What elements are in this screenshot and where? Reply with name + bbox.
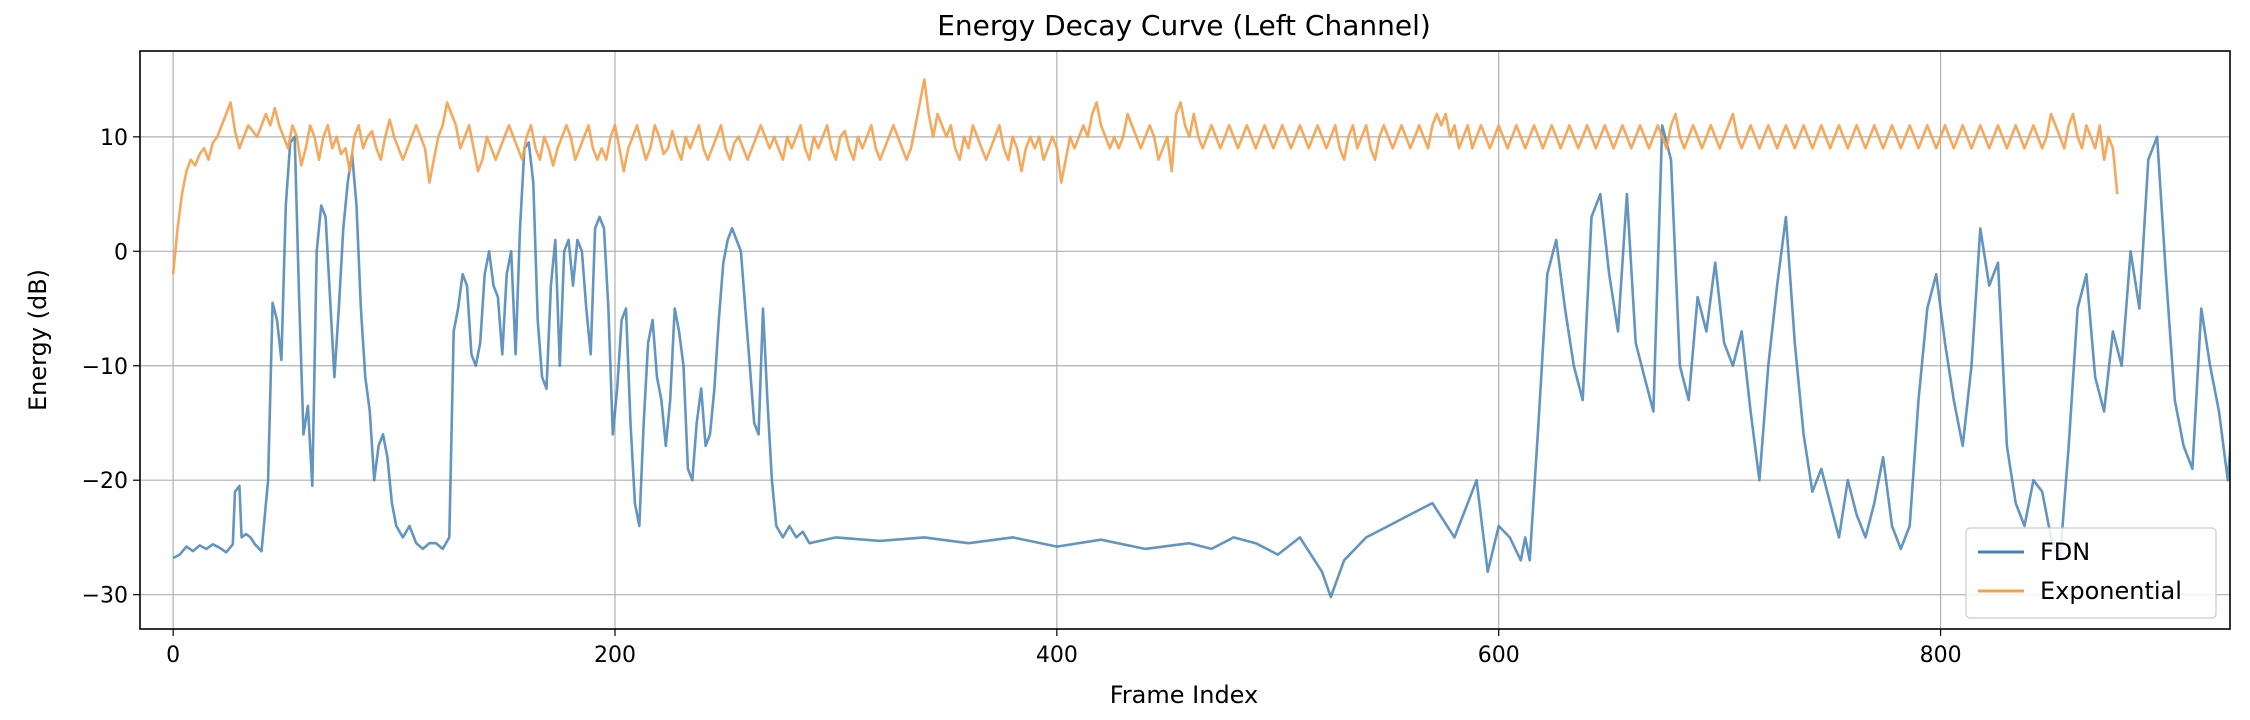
x-tick-label: 800: [1920, 643, 1962, 668]
legend: FDN Exponential: [1965, 527, 2217, 619]
y-tick-label: −20: [82, 469, 128, 494]
y-tick-label: −10: [82, 355, 128, 380]
legend-label: Exponential: [2040, 577, 2182, 605]
y-tick-label: 10: [100, 126, 128, 151]
series-line-exponential: [171, 78, 2119, 275]
series-line-fdn: [172, 124, 2230, 599]
legend-label: FDN: [2040, 538, 2090, 566]
series-layer: [171, 78, 2230, 599]
plot-frame: [139, 50, 2231, 630]
x-tick-label: 200: [594, 643, 636, 668]
x-axis-title: Frame Index: [1110, 681, 1258, 709]
y-tick-label: 0: [114, 240, 128, 265]
y-axis-title: Energy (dB): [24, 269, 52, 411]
x-tick-label: 400: [1036, 643, 1078, 668]
x-tick-label: 0: [166, 643, 180, 668]
legend-box: [1965, 527, 2217, 619]
x-tick-label: 600: [1478, 643, 1520, 668]
y-tick-label: −30: [82, 584, 128, 609]
chart-title: Energy Decay Curve (Left Channel): [937, 9, 1431, 42]
ticks: 0 200 400 600 800 −30 −20 −10 0 10: [82, 126, 1962, 668]
